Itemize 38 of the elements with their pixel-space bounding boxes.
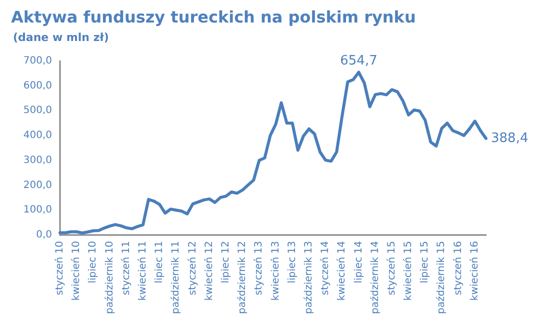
x-tick-label: kwiecień 11 — [136, 241, 148, 301]
x-tick-label: styczeń 15 — [385, 241, 398, 296]
x-tick-label: październik 14 — [368, 241, 381, 314]
x-tick-label: kwiecień 16 — [468, 241, 480, 301]
x-tick-label: październik 12 — [236, 241, 248, 314]
data-label: 654,7 — [340, 53, 378, 68]
x-tick-label: kwiecień 13 — [269, 241, 282, 301]
x-tick-label: lipiec 14 — [353, 241, 364, 284]
x-tick-label: styczeń 10 — [54, 241, 66, 296]
y-tick-label: 100,0 — [23, 204, 52, 216]
x-tick-label: kwiecień 12 — [202, 241, 215, 301]
x-tick-label: październik 15 — [435, 241, 448, 314]
x-tick-label: październik 11 — [170, 241, 182, 314]
x-tick-label: styczeń 11 — [120, 241, 132, 296]
y-tick-label: 600,0 — [23, 80, 52, 92]
x-tick-label: lipiec 11 — [154, 241, 166, 284]
chart-title: Aktywa funduszy tureckich na polskim rynku — [11, 8, 416, 26]
x-tick-label: październik 13 — [302, 241, 314, 314]
x-tick-label: lipiec 10 — [88, 241, 99, 284]
chart-subtitle: (dane w mln zł) — [13, 31, 109, 44]
x-tick-label: lipiec 12 — [220, 241, 232, 284]
y-tick-label: 200,0 — [23, 180, 52, 191]
x-tick-label: lipiec 15 — [420, 241, 431, 284]
x-tick-label: styczeń 13 — [252, 241, 265, 296]
x-tick-label: kwiecień 10 — [70, 241, 82, 301]
y-tick-label: 700,0 — [23, 56, 52, 66]
x-tick-label: kwiecień 14 — [336, 241, 348, 301]
x-tick-label: styczeń 12 — [186, 241, 198, 296]
y-tick-label: 300,0 — [23, 154, 52, 166]
y-tick-label: 400,0 — [23, 130, 52, 142]
data-label: 388,4 — [491, 130, 528, 146]
x-tick-label: kwiecień 15 — [402, 241, 414, 301]
x-tick-label: styczeń 14 — [319, 241, 332, 296]
x-tick-label: styczeń 16 — [452, 241, 464, 296]
y-tick-label: 0,0 — [36, 230, 52, 240]
x-tick-label: październik 10 — [103, 241, 116, 314]
x-tick-label: lipiec 13 — [286, 241, 298, 284]
y-tick-label: 500,0 — [23, 105, 52, 116]
